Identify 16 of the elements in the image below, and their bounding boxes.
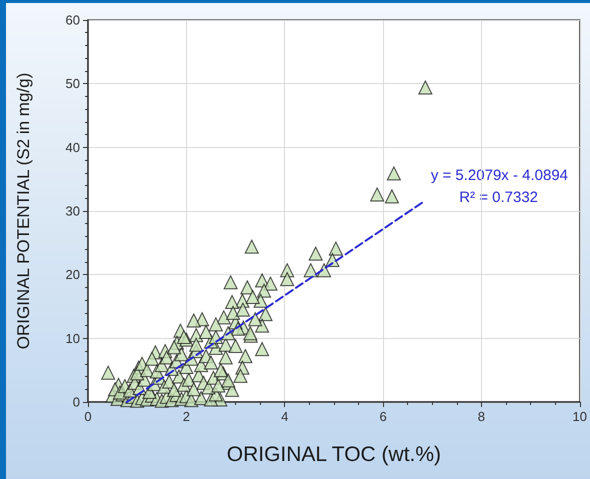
x-tick-label: 6 bbox=[379, 409, 387, 424]
y-axis-title: ORIGINAL POTENTIAL (S2 in mg/g) bbox=[14, 72, 33, 350]
y-tick-label: 10 bbox=[66, 330, 80, 346]
x-axis-title: ORIGINAL TOC (wt.%) bbox=[226, 443, 442, 466]
x-tick-label: 2 bbox=[182, 409, 190, 424]
y-tick-label: 60 bbox=[66, 12, 80, 28]
y-tick-label: 20 bbox=[66, 267, 80, 282]
x-tick-label: 0 bbox=[84, 409, 92, 424]
x-tick-label: 10 bbox=[572, 409, 588, 424]
y-tick-label: 0 bbox=[72, 394, 80, 410]
x-tick-label: 8 bbox=[478, 409, 486, 424]
y-tick-label: 30 bbox=[66, 204, 80, 218]
x-tick-label: 4 bbox=[281, 409, 288, 424]
annotation: y = 5.2079x - 4.0894 bbox=[430, 167, 568, 184]
y-tick-label: 50 bbox=[66, 76, 80, 92]
y-tick-label: 40 bbox=[66, 140, 80, 155]
